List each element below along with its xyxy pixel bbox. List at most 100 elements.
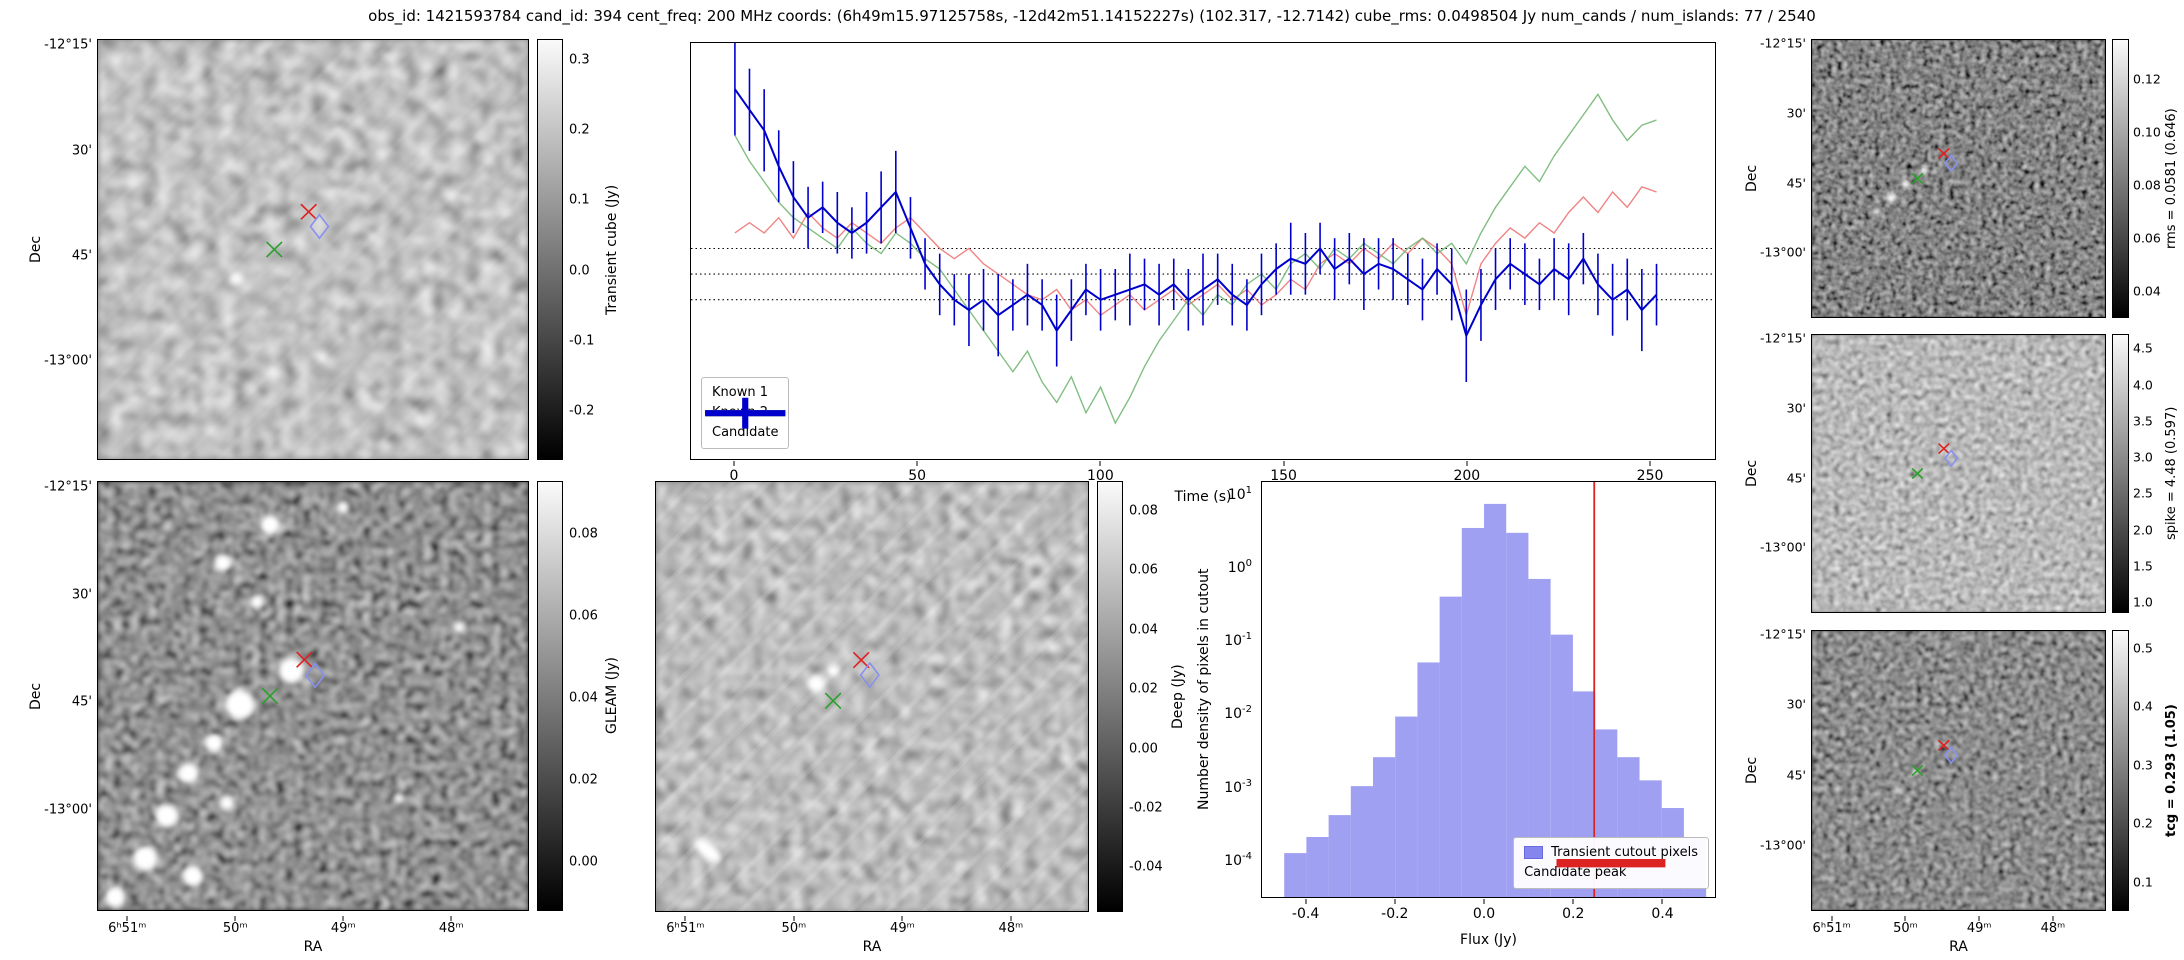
tick-mark <box>916 461 918 466</box>
colorbar-tick-label: 0.3 <box>2133 757 2153 773</box>
y-tick-label: 10-3 <box>1224 777 1252 796</box>
colorbar-tick-label: -0.2 <box>569 403 595 419</box>
colorbar-tick-label: 0.04 <box>569 690 598 706</box>
histogram-y-ticks: 101 100 10-1 10-2 10-3 10-4 <box>1214 481 1256 898</box>
colorbar-tick-label: 0.2 <box>569 122 590 138</box>
tick-mark <box>1466 461 1468 466</box>
colorbar-tick-label: 0.08 <box>1129 503 1158 519</box>
dec-axis-label: Dec <box>1744 756 1760 785</box>
transient-colorbar-ticks: 0.3 0.2 0.1 0.0 -0.1 -0.2 <box>569 39 605 460</box>
known-source-x-icon <box>1912 469 1923 479</box>
tick-mark <box>1572 899 1574 904</box>
deep-image <box>655 481 1089 912</box>
ra-tick-label: 6ʰ51ᵐ <box>1812 921 1851 936</box>
dec-tick-label: 45' <box>1786 767 1806 783</box>
histogram-legend: Transient cutout pixels Candidate peak <box>1513 836 1709 889</box>
rms-sources <box>1873 93 1991 215</box>
x-tick-label: 150 <box>1270 468 1297 484</box>
ra-tick-label: 6ʰ51ᵐ <box>108 921 147 936</box>
candidate-diamond-icon <box>1945 747 1957 763</box>
colorbar-tick-label: 0.04 <box>2133 283 2161 299</box>
tick-mark <box>1661 899 1663 904</box>
ra-tick-label: 48ᵐ <box>438 921 464 936</box>
legend-label: Transient cutout pixels <box>1551 844 1698 860</box>
transient-colorbar <box>537 39 563 460</box>
tcg-colorbar-ticks: 0.5 0.4 0.3 0.2 0.1 <box>2133 630 2163 911</box>
tick-mark <box>1904 916 1906 921</box>
dec-tick-label: 30' <box>71 587 92 603</box>
figure-title: obs_id: 1421593784 cand_id: 394 cent_fre… <box>368 7 1816 25</box>
colorbar-tick-label: 4.0 <box>2133 377 2153 393</box>
tick-mark <box>1483 899 1485 904</box>
dec-tick-labels: -12°15' 30' 45' -13°00' <box>1760 36 1806 318</box>
colorbar-tick-label: 4.5 <box>2133 340 2153 356</box>
transient-colorbar-label: Transient cube (Jy) <box>604 184 620 315</box>
candidate-x-icon <box>297 652 312 667</box>
candidate-diamond-icon <box>1945 156 1957 172</box>
histogram-x-ticks: -0.4 -0.2 0.0 0.2 0.4 <box>1261 899 1716 925</box>
lightcurve-legend: Known 1 Known 2 Candidate <box>701 376 790 449</box>
candidate-diamond-icon <box>861 663 879 687</box>
y-tick-label: 10-4 <box>1224 850 1252 869</box>
known-source-x-icon <box>1912 174 1923 184</box>
dec-tick-label: 45' <box>1786 470 1806 486</box>
dec-tick-label: -12°15' <box>44 37 92 53</box>
dec-tick-label: -13°00' <box>1759 837 1806 853</box>
ra-tick-label: 50ᵐ <box>781 921 807 936</box>
dec-tick-label: 30' <box>71 143 92 159</box>
x-tick-label: 0.4 <box>1651 906 1674 922</box>
colorbar-tick-label: 0.10 <box>2133 124 2161 140</box>
ra-axis-label: RA <box>1949 939 1968 955</box>
colorbar-tick-label: 0.08 <box>2133 177 2161 193</box>
tick-mark <box>1283 461 1285 466</box>
colorbar-tick-label: 1.0 <box>2133 594 2153 610</box>
dec-tick-labels: -12°15' 30' 45' -13°00' <box>1760 331 1806 613</box>
ra-tick-label: 50ᵐ <box>1893 921 1918 936</box>
rms-image <box>1811 39 2106 318</box>
dec-tick-labels: -12°15' 30' 45' -13°00' <box>44 37 92 460</box>
rms-colorbar <box>2112 39 2129 318</box>
ra-tick-label: 49ᵐ <box>1966 921 1992 936</box>
histogram-patch-icon <box>1524 846 1544 860</box>
colorbar-tick-label: 0.3 <box>569 52 590 68</box>
tick-mark <box>1099 461 1101 466</box>
dec-tick-label: 30' <box>1786 400 1806 416</box>
histogram-y-axis-label: Number density of pixels in cutout <box>1196 568 1212 811</box>
x-tick-label: 50 <box>908 468 927 484</box>
ra-tick-labels: 6ʰ51ᵐ 50ᵐ 49ᵐ 48ᵐ <box>655 916 1089 938</box>
tick-mark <box>733 461 735 466</box>
tick-mark <box>1305 899 1307 904</box>
ra-tick-label: 48ᵐ <box>998 921 1024 936</box>
colorbar-tick-label: 2.5 <box>2133 485 2153 501</box>
dec-axis-label: Dec <box>28 682 44 710</box>
ra-tick-labels: 6ʰ51ᵐ 50ᵐ 49ᵐ 48ᵐ <box>97 916 529 938</box>
dec-tick-label: 45' <box>71 248 92 264</box>
deep-colorbar-ticks: 0.08 0.06 0.04 0.02 0.00 -0.02 -0.04 <box>1129 481 1169 912</box>
deep-colorbar <box>1097 481 1123 912</box>
known-source-x-icon <box>1912 765 1923 775</box>
candidate-x-icon <box>1939 149 1950 159</box>
colorbar-tick-label: 0.06 <box>569 608 598 624</box>
colorbar-tick-label: 3.0 <box>2133 449 2153 465</box>
candidate-diamond-icon <box>1945 451 1957 467</box>
colorbar-tick-label: 2.0 <box>2133 522 2153 538</box>
x-tick-label: 250 <box>1636 468 1664 484</box>
ra-tick-label: 6ʰ51ᵐ <box>666 921 705 936</box>
histogram-x-axis-label: Flux (Jy) <box>1460 932 1517 948</box>
legend-label: Candidate peak <box>1524 864 1627 880</box>
dec-axis-label: Dec <box>1744 164 1760 193</box>
gleam-colorbar-ticks: 0.08 0.06 0.04 0.02 0.00 <box>569 481 605 911</box>
tick-mark <box>1394 899 1396 904</box>
x-tick-label: 0 <box>729 468 739 484</box>
x-tick-label: 0.0 <box>1472 906 1496 922</box>
rms-colorbar-label: rms = 0.0581 (0.646) <box>2164 108 2179 249</box>
tick-mark <box>1010 916 1012 921</box>
dec-tick-labels: -12°15' 30' 45' -13°00' <box>44 480 92 911</box>
colorbar-tick-label: 0.5 <box>2133 640 2153 656</box>
rms-colorbar-ticks: 0.12 0.10 0.08 0.06 0.04 <box>2133 39 2163 318</box>
legend-label: Known 1 <box>712 384 768 400</box>
x-tick-label: 100 <box>1087 468 1114 484</box>
colorbar-tick-label: 1.5 <box>2133 558 2153 574</box>
ra-tick-label: 50ᵐ <box>222 921 248 936</box>
